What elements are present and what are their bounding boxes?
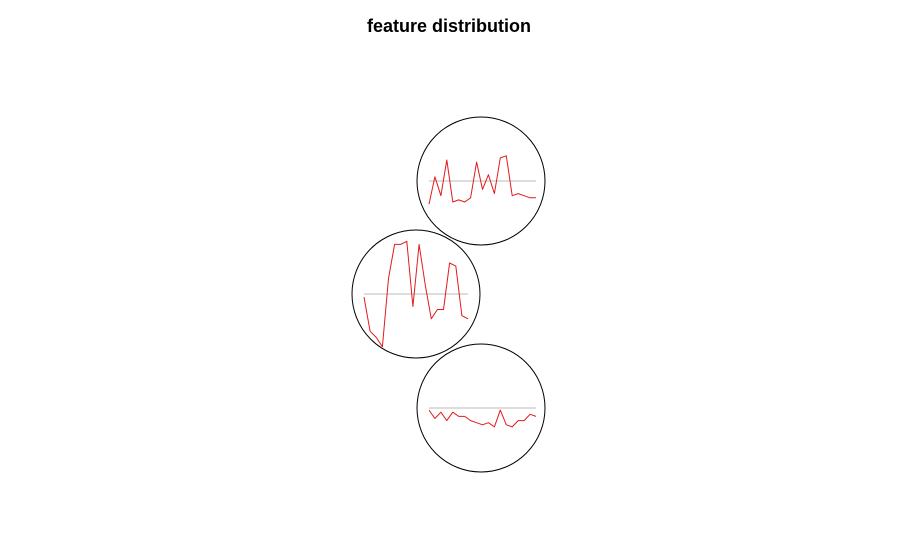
glyph-circle-3 [416,343,546,473]
glyph-circle-2 [351,229,481,359]
glyph-circle-1 [416,116,546,246]
series-line-3 [428,409,537,428]
glyph-3 [416,343,546,473]
series-line-2 [363,240,469,348]
glyph-2 [351,229,481,359]
glyph-1 [416,116,546,246]
series-line-1 [428,155,536,205]
chart-title: feature distribution [366,16,531,36]
